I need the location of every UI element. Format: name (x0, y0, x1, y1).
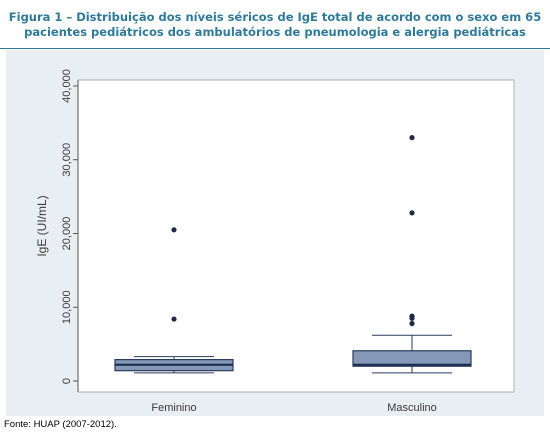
figure-source: Fonte: HUAP (2007-2012). (4, 419, 117, 430)
box-iqr (352, 350, 472, 367)
y-tick-label: 20,000 (61, 217, 73, 251)
plot-area (77, 79, 515, 393)
y-tick-label: 40,000 (61, 69, 73, 103)
caption-divider (0, 48, 550, 49)
figure-caption-line-2: pacientes pediátricos dos ambulatórios d… (24, 25, 526, 39)
outlier-point (409, 320, 415, 327)
x-category-label: Masculino (387, 402, 437, 414)
x-category-label: Feminino (151, 402, 196, 414)
outlier-point (171, 227, 177, 233)
y-tick-label: 10,000 (61, 290, 73, 324)
y-axis-title: IgE (UI/mL) (35, 195, 49, 256)
outlier-point (409, 313, 415, 319)
boxplot-chart: 0 10,000 20,000 30,000 40,000 IgE (UI/mL) Femi… (35, 69, 515, 414)
outlier-point (409, 135, 415, 141)
outlier-point (171, 316, 177, 322)
figure-caption: Figura 1 – Distribuição dos níveis séric… (6, 10, 544, 40)
y-tick-label: 30,000 (61, 143, 73, 177)
y-tick-label: 0 (61, 378, 73, 384)
outlier-point (409, 210, 415, 216)
chart-panel: 0 10,000 20,000 30,000 40,000 IgE (UI/mL) Femi… (6, 50, 544, 416)
figure-caption-line-1: Figura 1 – Distribuição dos níveis séric… (8, 10, 542, 24)
